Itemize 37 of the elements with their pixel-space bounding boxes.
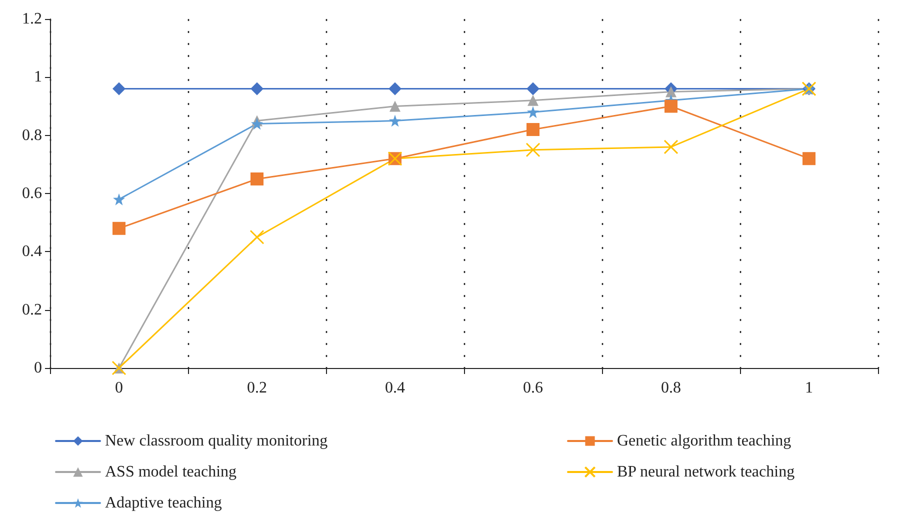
point bbox=[664, 140, 678, 154]
y-tick-label: 0 bbox=[34, 360, 42, 376]
x-tick-label: 0.6 bbox=[523, 380, 543, 396]
point bbox=[113, 193, 125, 206]
x-tick-label: 0.4 bbox=[385, 380, 405, 396]
y-tick-label: 1 bbox=[34, 68, 42, 86]
x-tick-label: 0 bbox=[115, 380, 123, 396]
legend-label: Adaptive teaching bbox=[105, 494, 222, 512]
point bbox=[251, 118, 263, 130]
point bbox=[666, 86, 676, 98]
legend-label: ASS model teaching bbox=[105, 464, 237, 480]
point bbox=[390, 100, 400, 112]
legend-label: Genetic algorithm teaching bbox=[617, 432, 792, 450]
point bbox=[388, 82, 402, 96]
point bbox=[250, 82, 264, 96]
y-tick-label: 0.2 bbox=[22, 301, 42, 318]
point bbox=[526, 82, 540, 96]
point bbox=[250, 230, 264, 244]
y-tick-label: 1.2 bbox=[22, 10, 42, 28]
point bbox=[527, 106, 539, 118]
point bbox=[250, 172, 264, 186]
point bbox=[526, 142, 540, 158]
legend-label: BP neural network teaching bbox=[617, 464, 795, 480]
point bbox=[389, 114, 401, 127]
point bbox=[664, 100, 678, 113]
y-tick-label: 0.4 bbox=[22, 243, 42, 260]
point bbox=[526, 123, 540, 136]
x-tick-label: 1 bbox=[805, 380, 813, 396]
x-tick-label: 0.2 bbox=[247, 380, 267, 396]
x-tick-label: 0.8 bbox=[661, 380, 681, 396]
point bbox=[112, 82, 126, 96]
y-tick-label: 0.8 bbox=[22, 126, 42, 144]
point bbox=[802, 152, 816, 166]
point bbox=[112, 222, 126, 235]
y-tick-label: 0.6 bbox=[22, 185, 42, 202]
legend-label: New classroom quality monitoring bbox=[105, 432, 328, 450]
point bbox=[528, 94, 538, 106]
